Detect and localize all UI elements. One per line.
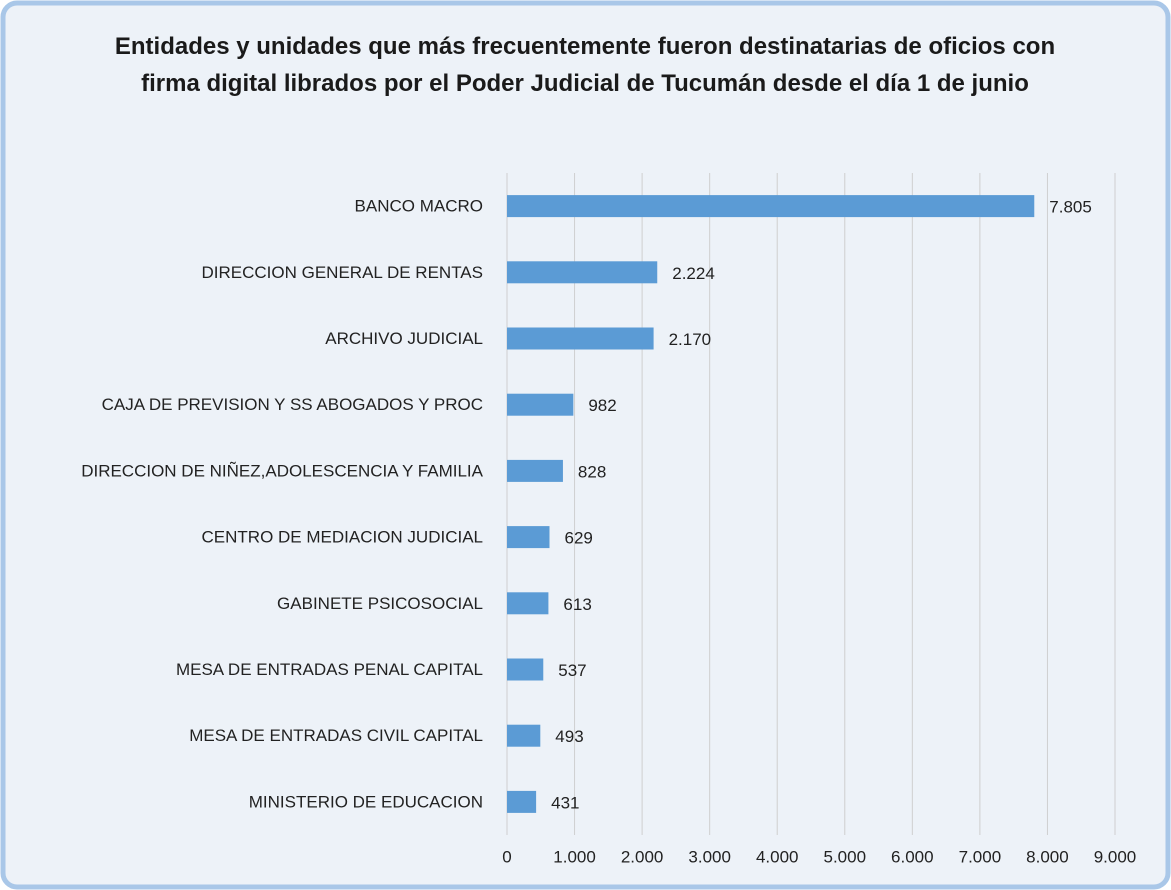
y-tick-label: MESA DE ENTRADAS CIVIL CAPITAL: [189, 726, 483, 745]
y-tick-label: ARCHIVO JUDICIAL: [325, 329, 483, 348]
x-tick-label: 5.000: [824, 847, 867, 866]
x-tick-label: 6.000: [891, 847, 934, 866]
x-tick-label: 4.000: [756, 847, 799, 866]
chart-title: Entidades y unidades que más frecuenteme…: [114, 33, 1056, 97]
data-label: 613: [563, 595, 591, 614]
y-tick-label: DIRECCION DE NIÑEZ,ADOLESCENCIA Y FAMILI…: [81, 461, 483, 480]
data-label: 828: [578, 462, 606, 481]
x-tick-label: 7.000: [959, 847, 1002, 866]
bar: [507, 658, 544, 681]
bar: [507, 592, 549, 615]
data-label: 537: [558, 661, 586, 680]
y-tick-label: CAJA DE PREVISION Y SS ABOGADOS Y PROC: [102, 395, 483, 414]
y-tick-label: MESA DE ENTRADAS PENAL CAPITAL: [176, 660, 483, 679]
y-tick-label: DIRECCION GENERAL DE RENTAS: [202, 263, 484, 282]
bar: [507, 459, 563, 482]
bar: [507, 261, 658, 284]
bar: [507, 724, 541, 747]
data-label: 7.805: [1049, 198, 1092, 217]
data-label: 2.170: [669, 330, 712, 349]
y-tick-label: GABINETE PSICOSOCIAL: [277, 594, 483, 613]
x-tick-label: 0: [502, 847, 511, 866]
data-label: 2.224: [672, 264, 715, 283]
data-label: 431: [551, 793, 579, 812]
x-tick-label: 8.000: [1026, 847, 1069, 866]
x-tick-label: 9.000: [1094, 847, 1137, 866]
x-tick-label: 2.000: [621, 847, 664, 866]
bar: [507, 526, 550, 549]
y-tick-label: BANCO MACRO: [355, 197, 483, 216]
x-tick-label: 1.000: [553, 847, 596, 866]
data-label: 493: [555, 727, 583, 746]
data-label: 982: [588, 396, 616, 415]
x-tick-label: 3.000: [688, 847, 731, 866]
y-tick-label: CENTRO DE MEDIACION JUDICIAL: [202, 528, 483, 547]
bar: [507, 327, 654, 350]
bar: [507, 790, 537, 813]
y-tick-label: MINISTERIO DE EDUCACION: [249, 792, 483, 811]
bar: [507, 393, 574, 416]
bar: [507, 195, 1035, 218]
data-label: 629: [564, 529, 592, 548]
